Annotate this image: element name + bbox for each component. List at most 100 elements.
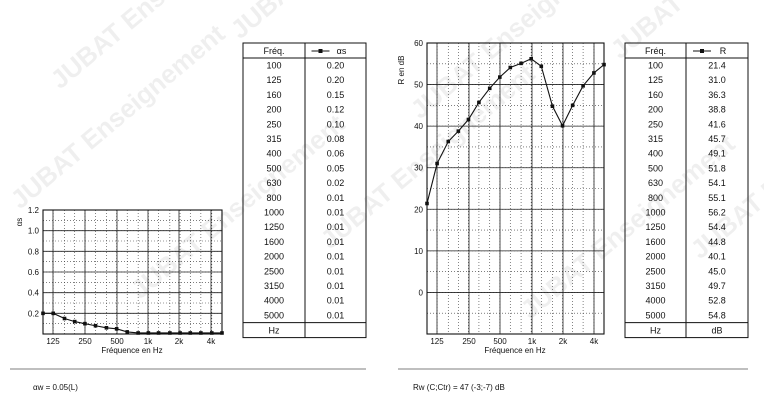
x-tick-label: 4k <box>590 337 599 346</box>
y-tick-label: 10 <box>414 247 423 256</box>
data-table: Fréq. αs 100 0.20 125 0.20 160 0.15 200 0.12 250 0.… <box>242 42 367 339</box>
x-tick-label: 125 <box>430 337 444 346</box>
table-header-freq: Fréq. <box>645 46 666 56</box>
data-point <box>156 331 161 335</box>
data-point <box>199 331 203 335</box>
y-tick-label: 0.6 <box>28 268 40 277</box>
table-cell-freq: 315 <box>266 134 281 144</box>
table-cell-value: 0.12 <box>327 105 345 115</box>
table-cell-freq: 200 <box>266 105 281 115</box>
table-cell-freq: 5000 <box>645 310 665 320</box>
data-point <box>550 104 555 108</box>
data-point <box>487 86 492 91</box>
table-cell-value: 54.8 <box>708 310 726 320</box>
data-point <box>456 129 461 133</box>
data-point <box>519 61 523 66</box>
table-cell-freq: 200 <box>648 105 663 115</box>
watermark-text: JUBAT Enseignement <box>225 0 451 45</box>
data-point <box>83 321 87 326</box>
table-cell-freq: 2500 <box>264 266 284 276</box>
data-point <box>539 64 544 69</box>
table-cell-value: 56.2 <box>708 208 726 218</box>
x-tick-label: 500 <box>493 337 507 346</box>
x-tick-label: 250 <box>462 337 476 346</box>
table-cell-value: 36.3 <box>708 90 726 100</box>
table-header-value: αs <box>337 46 347 56</box>
watermark-text: JUBAT Enseignement <box>605 0 764 65</box>
table-cell-freq: 500 <box>648 163 663 173</box>
table-cell-value: 45.0 <box>708 266 726 276</box>
table-cell-freq: 2000 <box>645 252 665 262</box>
table-cell-freq: 1600 <box>264 237 284 247</box>
table-cell-value: 45.7 <box>708 134 726 144</box>
x-tick-label: 1k <box>144 337 153 346</box>
table-cell-freq: 500 <box>266 163 281 173</box>
data-point <box>602 62 606 67</box>
table-cell-value: 54.4 <box>708 222 726 232</box>
table-cell-value: 0.01 <box>327 222 345 232</box>
y-tick-label: 40 <box>414 122 423 131</box>
table-cell-freq: 800 <box>266 193 281 203</box>
y-tick-label: 20 <box>414 205 423 214</box>
table-cell-value: 0.20 <box>327 75 345 85</box>
table-header-value: R <box>720 46 727 56</box>
table-cell-freq: 100 <box>266 61 281 71</box>
chart-2: 0 10 20 30 40 50 60 125 250 500 1k 2k 4k Fréquence en… <box>397 39 749 392</box>
watermark-text: JUBAT Enseignement <box>125 108 351 305</box>
data-point <box>104 326 109 330</box>
data-point <box>209 331 214 335</box>
table-cell-freq: 160 <box>648 90 663 100</box>
y-tick-label: 1.0 <box>28 227 40 236</box>
plot-frame <box>42 209 223 335</box>
table-unit-freq: Hz <box>650 326 661 336</box>
x-tick-label: 1k <box>528 337 537 346</box>
table-cell-value: 0.01 <box>327 252 345 262</box>
y-tick-label: 0 <box>419 288 424 297</box>
table-cell-freq: 125 <box>266 75 281 85</box>
table-cell-freq: 1000 <box>264 208 284 218</box>
table-cell-value: 0.01 <box>327 237 345 247</box>
table-cell-value: 0.15 <box>327 90 345 100</box>
table-cell-freq: 4000 <box>264 296 284 306</box>
table-cell-value: 41.6 <box>708 119 726 129</box>
table-cell-value: 44.8 <box>708 237 726 247</box>
table-cell-freq: 2000 <box>264 252 284 262</box>
data-point <box>178 331 182 335</box>
data-point <box>93 323 98 328</box>
table-cell-value: 0.20 <box>327 61 345 71</box>
table-cell-value: 52.8 <box>708 296 726 306</box>
data-point <box>446 139 451 144</box>
data-point <box>188 331 193 335</box>
y-tick-label: 60 <box>414 39 423 48</box>
table-cell-value: 49.7 <box>708 281 726 291</box>
data-table: Fréq. R 100 21.4 125 31.0 160 36.3 200 38.8 250 41.… <box>624 42 749 339</box>
series-line <box>43 312 222 334</box>
y-tick-label: 30 <box>414 164 423 173</box>
data-point <box>570 103 575 108</box>
data-point <box>62 316 67 321</box>
table-cell-freq: 160 <box>266 90 281 100</box>
data-point <box>425 201 429 206</box>
table-cell-value: 51.8 <box>708 163 726 173</box>
data-point <box>477 100 481 105</box>
x-axis-label: Fréquence en Hz <box>101 346 162 355</box>
data-point <box>41 311 45 316</box>
table-cell-freq: 400 <box>266 149 281 159</box>
table-cell-value: 55.1 <box>708 193 726 203</box>
y-axis-label: R en dB <box>397 56 406 85</box>
chart-1: 0.2 0.4 0.6 0.8 1.0 1.2 125 250 500 1k 2k 4k Fréquen… <box>10 42 367 392</box>
table-cell-freq: 630 <box>648 178 663 188</box>
x-tick-label: 2k <box>559 337 568 346</box>
table-cell-value: 38.8 <box>708 105 726 115</box>
data-point <box>498 75 502 79</box>
table-unit-value: dB <box>711 326 722 336</box>
table-cell-freq: 3150 <box>264 281 284 291</box>
data-point <box>529 56 533 61</box>
data-point <box>581 84 585 88</box>
data-point <box>168 331 172 335</box>
x-tick-label: 500 <box>110 337 124 346</box>
table-cell-freq: 125 <box>648 75 663 85</box>
table-cell-freq: 1250 <box>645 222 665 232</box>
data-point <box>508 65 513 70</box>
